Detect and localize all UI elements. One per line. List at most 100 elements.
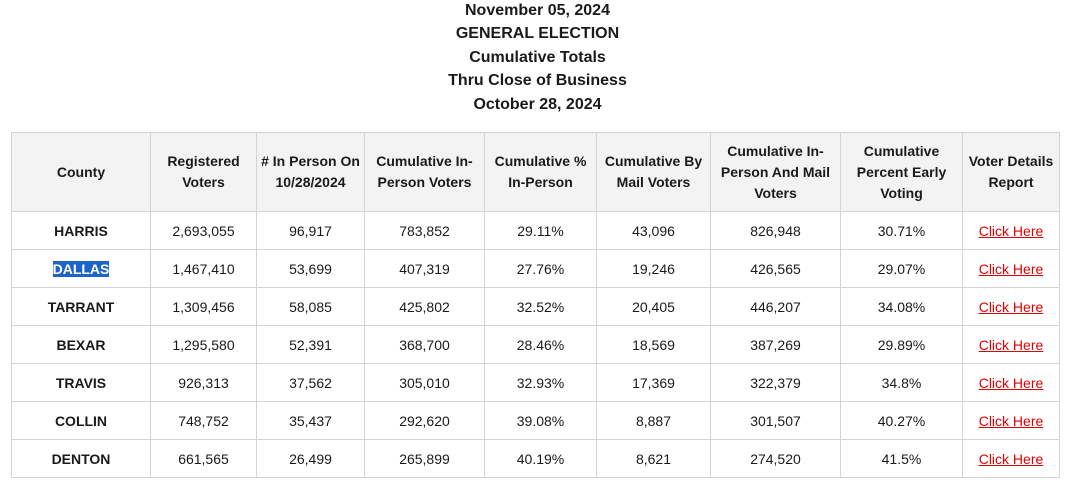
table-row: TRAVIS 926,313 37,562 305,010 32.93% 17,…	[11, 363, 1060, 402]
cumulative-pct-early-cell: 40.27%	[840, 401, 963, 440]
column-header-cumulative-in-person: Cumulative In-Person Voters	[364, 132, 485, 212]
registered-voters-cell: 748,752	[150, 401, 257, 440]
county-name: HARRIS	[54, 222, 108, 239]
cumulative-total-cell: 322,379	[710, 363, 841, 402]
cumulative-in-person-cell: 305,010	[364, 363, 485, 402]
registered-voters-cell: 1,295,580	[150, 325, 257, 364]
voter-details-cell: Click Here	[962, 439, 1060, 478]
column-header-registered-voters: Registered Voters	[150, 132, 257, 212]
table-row: DALLAS 1,467,410 53,699 407,319 27.76% 1…	[11, 249, 1060, 288]
voter-details-link[interactable]: Click Here	[978, 260, 1044, 277]
in-person-day-cell: 35,437	[256, 401, 365, 440]
cumulative-mail-cell: 18,569	[596, 325, 711, 364]
cumulative-mail-cell: 20,405	[596, 287, 711, 326]
cumulative-in-person-cell: 368,700	[364, 325, 485, 364]
in-person-day-cell: 53,699	[256, 249, 365, 288]
table-row: DENTON 661,565 26,499 265,899 40.19% 8,6…	[11, 439, 1060, 478]
cumulative-in-person-cell: 292,620	[364, 401, 485, 440]
in-person-day-cell: 26,499	[256, 439, 365, 478]
registered-voters-cell: 2,693,055	[150, 211, 257, 250]
early-voting-table: County Registered Voters # In Person On …	[11, 132, 1060, 478]
cumulative-in-person-cell: 407,319	[364, 249, 485, 288]
county-name: BEXAR	[56, 336, 106, 353]
county-name: COLLIN	[54, 412, 108, 429]
cumulative-total-cell: 301,507	[710, 401, 841, 440]
county-cell: DALLAS	[11, 249, 151, 288]
cumulative-pct-in-person-cell: 28.46%	[484, 325, 597, 364]
in-person-day-cell: 37,562	[256, 363, 365, 402]
county-cell: TRAVIS	[11, 363, 151, 402]
county-cell: DENTON	[11, 439, 151, 478]
table-row: TARRANT 1,309,456 58,085 425,802 32.52% …	[11, 287, 1060, 326]
cumulative-mail-cell: 8,887	[596, 401, 711, 440]
cumulative-total-cell: 426,565	[710, 249, 841, 288]
cumulative-mail-cell: 17,369	[596, 363, 711, 402]
table-row: COLLIN 748,752 35,437 292,620 39.08% 8,8…	[11, 401, 1060, 440]
table-row: BEXAR 1,295,580 52,391 368,700 28.46% 18…	[11, 325, 1060, 364]
cumulative-total-cell: 446,207	[710, 287, 841, 326]
report-subtitle: Thru Close of Business	[448, 72, 627, 90]
table-header-row: County Registered Voters # In Person On …	[11, 132, 1060, 212]
column-header-county: County	[11, 132, 151, 212]
registered-voters-cell: 661,565	[150, 439, 257, 478]
column-header-voter-details: Voter Details Report	[962, 132, 1060, 212]
election-date: November 05, 2024	[465, 2, 610, 19]
voter-details-cell: Click Here	[962, 249, 1060, 288]
voter-details-cell: Click Here	[962, 401, 1060, 440]
cumulative-pct-early-cell: 29.89%	[840, 325, 963, 364]
voter-details-link[interactable]: Click Here	[978, 450, 1044, 467]
county-cell: BEXAR	[11, 325, 151, 364]
voter-details-link[interactable]: Click Here	[978, 298, 1044, 315]
cumulative-pct-in-person-cell: 29.11%	[484, 211, 597, 250]
registered-voters-cell: 1,309,456	[150, 287, 257, 326]
cumulative-in-person-cell: 265,899	[364, 439, 485, 478]
cumulative-pct-early-cell: 29.07%	[840, 249, 963, 288]
cumulative-pct-early-cell: 41.5%	[840, 439, 963, 478]
cumulative-pct-in-person-cell: 39.08%	[484, 401, 597, 440]
voter-details-link[interactable]: Click Here	[978, 412, 1044, 429]
voter-details-cell: Click Here	[962, 325, 1060, 364]
county-cell: HARRIS	[11, 211, 151, 250]
cumulative-in-person-cell: 425,802	[364, 287, 485, 326]
in-person-day-cell: 52,391	[256, 325, 365, 364]
cumulative-pct-in-person-cell: 32.93%	[484, 363, 597, 402]
column-header-cumulative-mail: Cumulative By Mail Voters	[596, 132, 711, 212]
cumulative-total-cell: 826,948	[710, 211, 841, 250]
table-row: HARRIS 2,693,055 96,917 783,852 29.11% 4…	[11, 211, 1060, 250]
in-person-day-cell: 96,917	[256, 211, 365, 250]
registered-voters-cell: 926,313	[150, 363, 257, 402]
county-name: TARRANT	[47, 298, 115, 315]
cumulative-pct-in-person-cell: 40.19%	[484, 439, 597, 478]
cumulative-total-cell: 274,520	[710, 439, 841, 478]
cumulative-pct-early-cell: 34.8%	[840, 363, 963, 402]
cumulative-pct-early-cell: 30.71%	[840, 211, 963, 250]
county-name: TRAVIS	[55, 374, 107, 391]
column-header-cumulative-pct-early: Cumulative Percent Early Voting	[840, 132, 963, 212]
voter-details-link[interactable]: Click Here	[978, 374, 1044, 391]
election-type: GENERAL ELECTION	[455, 25, 620, 43]
in-person-day-cell: 58,085	[256, 287, 365, 326]
report-header: November 05, 2024 GENERAL ELECTION Cumul…	[0, 0, 1075, 116]
cumulative-mail-cell: 19,246	[596, 249, 711, 288]
column-header-cumulative-pct-in-person: Cumulative % In-Person	[484, 132, 597, 212]
cumulative-pct-early-cell: 34.08%	[840, 287, 963, 326]
county-name: DALLAS	[52, 260, 110, 277]
cumulative-total-cell: 387,269	[710, 325, 841, 364]
registered-voters-cell: 1,467,410	[150, 249, 257, 288]
voter-details-cell: Click Here	[962, 363, 1060, 402]
column-header-cumulative-total: Cumulative In-Person And Mail Voters	[710, 132, 841, 212]
cumulative-pct-in-person-cell: 27.76%	[484, 249, 597, 288]
county-name: DENTON	[51, 450, 111, 467]
report-title: Cumulative Totals	[469, 48, 606, 66]
voter-details-cell: Click Here	[962, 287, 1060, 326]
cumulative-pct-in-person-cell: 32.52%	[484, 287, 597, 326]
county-cell: COLLIN	[11, 401, 151, 440]
cumulative-in-person-cell: 783,852	[364, 211, 485, 250]
county-cell: TARRANT	[11, 287, 151, 326]
column-header-in-person-day: # In Person On 10/28/2024	[256, 132, 365, 212]
voter-details-link[interactable]: Click Here	[978, 222, 1044, 239]
cumulative-mail-cell: 43,096	[596, 211, 711, 250]
voter-details-cell: Click Here	[962, 211, 1060, 250]
voter-details-link[interactable]: Click Here	[978, 336, 1044, 353]
cumulative-mail-cell: 8,621	[596, 439, 711, 478]
